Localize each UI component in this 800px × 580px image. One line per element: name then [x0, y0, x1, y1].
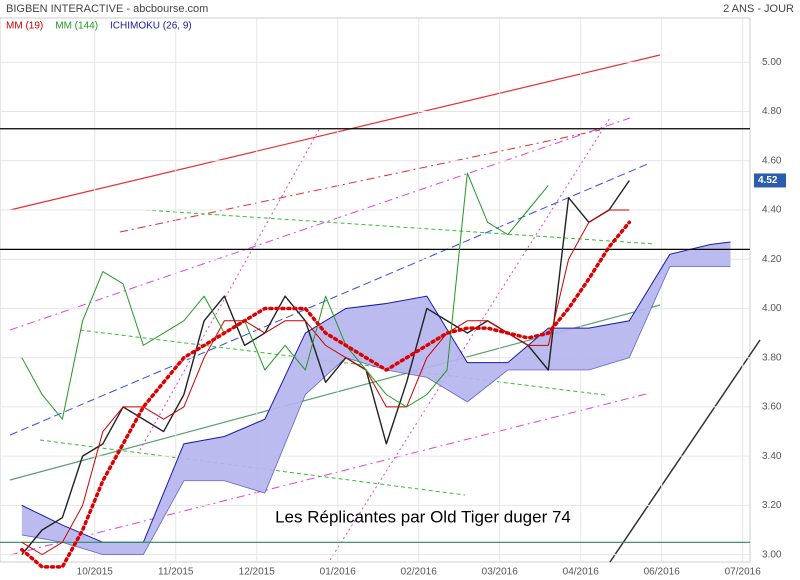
- series-line: [21, 209, 630, 556]
- x-tick-label: 12/2015: [239, 567, 276, 578]
- plot-frame: [0, 17, 751, 563]
- x-tick-label: 04/2016: [563, 567, 600, 578]
- ichimoku-cloud: [21, 242, 731, 555]
- x-tick-label: 11/2015: [158, 567, 194, 578]
- y-tick-label: 3.20: [762, 500, 782, 511]
- x-tick-label: 03/2016: [482, 567, 519, 578]
- y-tick-label: 3.80: [762, 352, 782, 363]
- x-tick-label: 02/2016: [401, 567, 438, 578]
- last-price-label: 4.52: [758, 175, 778, 186]
- x-tick-label: 06/2016: [644, 567, 681, 578]
- annotation: Les Réplicantes par Old Tiger duger 74: [275, 507, 571, 526]
- legend-entry: MM (19): [6, 21, 43, 32]
- legend-entry: ICHIMOKU (26, 9): [110, 21, 192, 32]
- trend-line: [9, 117, 631, 331]
- chart-title: BIGBEN INTERACTIVE - abcbourse.com: [6, 3, 208, 15]
- last-price-box: [754, 173, 786, 188]
- y-tick-label: 4.60: [762, 155, 782, 166]
- x-tick-label: 10/2015: [77, 567, 114, 578]
- y-tick-label: 4.80: [762, 106, 782, 117]
- trend-line: [139, 127, 321, 451]
- legend: MM (19) MM (144) ICHIMOKU (26, 9): [6, 21, 192, 32]
- y-tick-label: 4.20: [762, 254, 782, 265]
- y-tick-label: 4.40: [762, 205, 782, 216]
- trend-line: [9, 392, 651, 556]
- series-line: [21, 172, 549, 420]
- trend-line: [9, 162, 651, 436]
- trend-line: [144, 209, 656, 245]
- y-tick-label: 3.40: [762, 451, 782, 462]
- y-tick-label: 4.00: [762, 303, 782, 314]
- trend-line: [329, 117, 611, 561]
- marks: [0, 18, 750, 569]
- x-tick-label: 07/2016: [725, 567, 762, 578]
- chart-subtitle: 2 ANS - JOUR: [723, 3, 794, 15]
- x-tick-label: 01/2016: [320, 567, 357, 578]
- trend-line: [9, 54, 661, 211]
- series-line: [20, 220, 632, 569]
- y-tick-label: 3.00: [762, 549, 782, 560]
- trend-line: [39, 439, 466, 496]
- y-tick-label: 3.60: [762, 402, 782, 413]
- y-tick-label: 5.00: [762, 57, 782, 68]
- trend-line: [609, 339, 761, 563]
- legend-entry: MM (144): [55, 21, 98, 32]
- trend-line: [119, 129, 601, 233]
